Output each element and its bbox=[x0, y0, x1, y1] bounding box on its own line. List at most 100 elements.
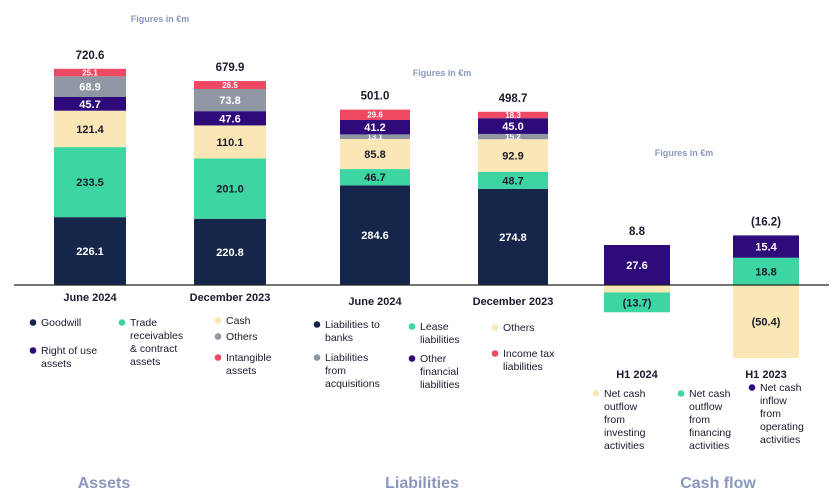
bar-segment bbox=[478, 111, 548, 119]
total-label: 720.6 bbox=[76, 50, 105, 62]
bar-segment bbox=[194, 81, 266, 90]
legend-label: Liabilities to bbox=[325, 319, 380, 331]
legend-marker bbox=[491, 350, 499, 357]
bar-segment bbox=[733, 235, 799, 258]
bar-segment bbox=[604, 244, 670, 285]
bar-segment bbox=[478, 133, 548, 140]
data-label: 110.1 bbox=[217, 137, 244, 149]
data-label: 46.7 bbox=[364, 172, 385, 184]
total-label: 501.0 bbox=[361, 91, 390, 103]
legend-label: Other bbox=[420, 353, 447, 365]
bar-segment bbox=[194, 125, 266, 159]
bar-segment bbox=[340, 169, 410, 186]
data-label: 41.2 bbox=[364, 122, 385, 134]
legend-marker bbox=[313, 354, 321, 361]
figures-in-eur-m-note: Figures in €m bbox=[655, 148, 714, 158]
legend-marker bbox=[677, 390, 685, 397]
category-label: December 2023 bbox=[190, 292, 271, 304]
legend-label: Others bbox=[503, 322, 535, 334]
bar-segment bbox=[54, 96, 126, 111]
legend-label: receivables bbox=[130, 330, 183, 342]
legend-label: investing bbox=[604, 427, 646, 439]
legend-label: from bbox=[604, 414, 625, 426]
legend-label: liabilities bbox=[420, 379, 460, 391]
legend-marker bbox=[313, 321, 321, 328]
legend-label: banks bbox=[325, 332, 353, 344]
total-label: 679.9 bbox=[216, 62, 245, 74]
bar-segment bbox=[340, 139, 410, 170]
data-label: 18.3 bbox=[505, 111, 521, 120]
data-label: 47.6 bbox=[219, 113, 240, 125]
data-label: (50.4) bbox=[752, 317, 781, 329]
bar-segment bbox=[194, 89, 266, 112]
legend-label: Net cash bbox=[760, 382, 802, 394]
legend-label: assets bbox=[130, 356, 160, 368]
legend-label: Cash bbox=[226, 315, 251, 327]
legend-marker bbox=[592, 390, 600, 397]
data-label: 226.1 bbox=[76, 246, 104, 258]
legend-label: activities bbox=[604, 440, 644, 452]
bar-segment bbox=[478, 118, 548, 134]
section-title-liabilities: Liabilities bbox=[385, 475, 459, 492]
cashflow-chart: Figures in €m(5.1)(13.7)27.68.8H1 2024(5… bbox=[592, 148, 804, 452]
data-label: 45.7 bbox=[79, 99, 100, 111]
data-label: 85.8 bbox=[364, 149, 385, 161]
total-label: (16.2) bbox=[751, 216, 781, 228]
bar-segment bbox=[478, 171, 548, 189]
legend-label: liabilities bbox=[503, 361, 543, 373]
figures-in-eur-m-note: Figures in €m bbox=[131, 14, 190, 24]
legend-label: Others bbox=[226, 331, 258, 343]
legend-label: Net cash bbox=[689, 388, 731, 400]
legend-label: outflow bbox=[689, 401, 723, 413]
data-label: 48.7 bbox=[502, 175, 523, 187]
data-label: 73.8 bbox=[219, 95, 240, 107]
data-label: 201.0 bbox=[216, 184, 244, 196]
bar-segment bbox=[604, 285, 670, 293]
legend-label: assets bbox=[226, 365, 256, 377]
legend-label: from bbox=[689, 414, 710, 426]
legend-marker bbox=[214, 317, 222, 324]
data-label: 233.5 bbox=[76, 177, 104, 189]
data-label: (13.7) bbox=[623, 297, 652, 309]
legend-marker bbox=[29, 347, 37, 354]
section-title-cashflow: Cash flow bbox=[680, 475, 756, 492]
bar-segment bbox=[733, 285, 799, 359]
legend-label: liabilities bbox=[420, 334, 460, 346]
bar-segment bbox=[194, 218, 266, 285]
legend-label: acquisitions bbox=[325, 378, 380, 390]
bar-segment bbox=[54, 217, 126, 285]
legend-marker bbox=[408, 323, 416, 330]
bar-segment bbox=[54, 110, 126, 148]
legend-label: from bbox=[325, 365, 346, 377]
bar-segment bbox=[733, 257, 799, 285]
data-label: 15.4 bbox=[755, 242, 777, 254]
bar-segment bbox=[340, 120, 410, 135]
legend-label: outflow bbox=[604, 401, 638, 413]
bar-segment bbox=[340, 134, 410, 140]
bar-segment bbox=[478, 188, 548, 285]
bar-segment bbox=[54, 68, 126, 77]
data-label: 274.8 bbox=[499, 232, 527, 244]
legend-label: operating bbox=[760, 421, 804, 433]
legend-marker bbox=[491, 324, 499, 331]
category-label: June 2024 bbox=[348, 296, 402, 308]
figures-in-eur-m-note: Figures in €m bbox=[413, 68, 472, 78]
bar-segment bbox=[194, 111, 266, 126]
liabilities-chart: Figures in €m 284.6 46.7 85.8 13.141.2 29.6 50… bbox=[313, 68, 555, 391]
data-label: 26.5 bbox=[222, 81, 238, 90]
legend-label: financing bbox=[689, 427, 731, 439]
bar-segment bbox=[340, 109, 410, 121]
data-label: 68.9 bbox=[79, 82, 100, 94]
category-label: December 2023 bbox=[473, 296, 554, 308]
total-label: 498.7 bbox=[499, 93, 528, 105]
legend-marker bbox=[408, 355, 416, 362]
bar-segment bbox=[194, 158, 266, 219]
data-label: 121.4 bbox=[76, 124, 104, 136]
legend-label: Intangible bbox=[226, 352, 272, 364]
data-label: 13.1 bbox=[367, 133, 383, 142]
total-label: 8.8 bbox=[629, 226, 646, 238]
data-label: 45.0 bbox=[502, 121, 523, 133]
legend-label: & contract bbox=[130, 343, 177, 355]
legend-label: activities bbox=[760, 434, 800, 446]
